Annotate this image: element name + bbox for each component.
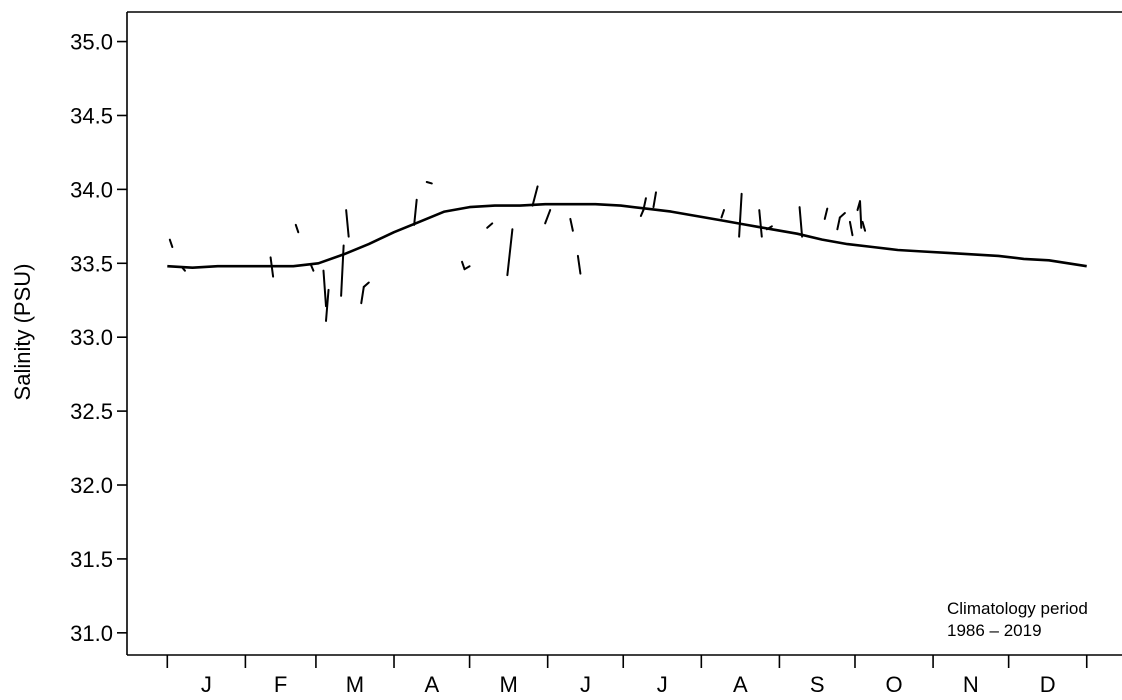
month-label: A xyxy=(424,672,439,697)
observation-segment xyxy=(720,209,725,219)
month-label: D xyxy=(1040,672,1056,697)
observation-segment xyxy=(362,281,370,288)
observation-segment xyxy=(738,192,743,238)
observation-segment xyxy=(463,265,471,271)
month-label: M xyxy=(499,672,517,697)
month-label: J xyxy=(580,672,591,697)
observation-segment xyxy=(652,191,657,209)
observation-segment xyxy=(859,200,863,229)
y-tick-label: 35.0 xyxy=(70,30,113,55)
observation-segment xyxy=(838,212,846,219)
month-label: A xyxy=(733,672,748,697)
y-tick-label: 32.0 xyxy=(70,473,113,498)
observation-segment xyxy=(848,220,854,237)
observation-segment xyxy=(322,269,327,308)
y-tick-label: 33.5 xyxy=(70,251,113,276)
observation-segment xyxy=(461,260,466,271)
y-tick-label: 33.0 xyxy=(70,325,113,350)
month-label: J xyxy=(201,672,212,697)
observation-segment xyxy=(506,228,514,277)
observation-segment xyxy=(758,209,763,238)
y-tick-label: 32.5 xyxy=(70,399,113,424)
observation-segment xyxy=(798,206,804,238)
observation-segment xyxy=(294,223,300,234)
month-label: J xyxy=(657,672,668,697)
month-label: N xyxy=(963,672,979,697)
observation-segment xyxy=(486,222,494,229)
observation-segment xyxy=(345,209,350,238)
climatology-line-group xyxy=(167,202,1087,270)
y-tick-label: 34.0 xyxy=(70,177,113,202)
climatology-period-years: 1986 – 2019 xyxy=(947,621,1042,640)
observation-segment xyxy=(340,244,345,297)
observation-segment xyxy=(823,207,829,220)
observation-segment xyxy=(569,217,574,232)
observation-segment xyxy=(325,288,330,322)
month-label: F xyxy=(274,672,287,697)
month-label: S xyxy=(810,672,825,697)
observation-segment xyxy=(861,220,867,232)
y-axis-label: Salinity (PSU) xyxy=(10,264,35,401)
y-axis: 31.0 31.5 32.0 32.5 33.0 33.5 34.0 34.5 35.0 xyxy=(70,30,127,646)
observation-segment xyxy=(360,285,365,305)
y-tick-label: 31.0 xyxy=(70,621,113,646)
observation-segment xyxy=(576,254,582,275)
observation-segment xyxy=(413,198,418,226)
plot-frame xyxy=(126,11,1122,656)
observation-segment xyxy=(309,263,315,272)
month-label: M xyxy=(346,672,364,697)
observation-segment xyxy=(425,180,433,185)
observation-segments xyxy=(168,180,867,322)
observation-segment xyxy=(544,209,552,225)
observation-segment xyxy=(531,185,539,207)
climatology-period-label: Climatology period xyxy=(947,599,1088,618)
y-tick-label: 31.5 xyxy=(70,547,113,572)
observation-segment xyxy=(836,216,841,231)
y-tick-label: 34.5 xyxy=(70,103,113,128)
climatology-line xyxy=(167,202,1087,270)
observation-segment xyxy=(639,209,645,217)
observation-segment xyxy=(168,238,174,249)
month-label: O xyxy=(885,672,902,697)
